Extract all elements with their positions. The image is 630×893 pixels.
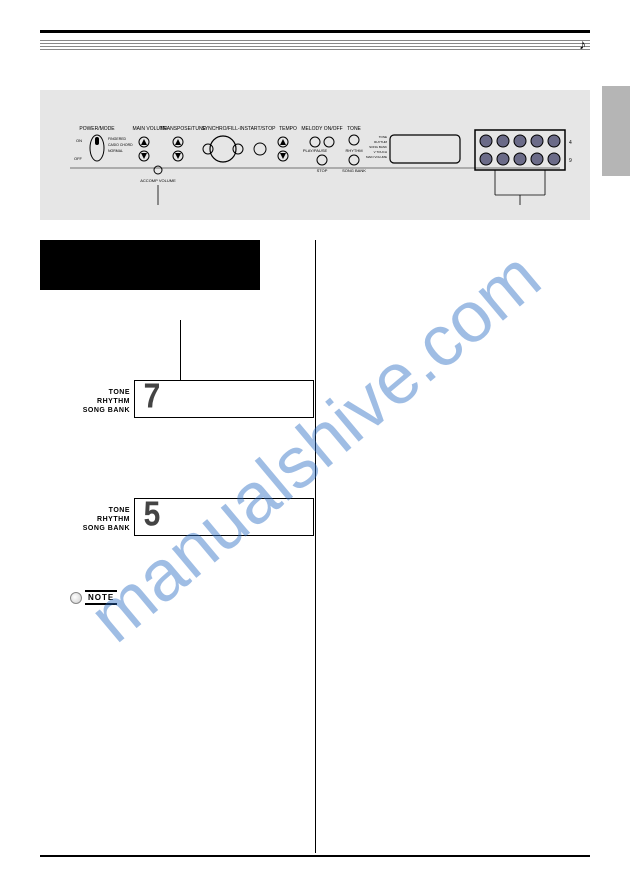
svg-text:RHYTHM: RHYTHM	[374, 140, 387, 144]
header-rule	[40, 30, 590, 33]
section-title-box	[40, 240, 260, 290]
display-example-2: TONE RHYTHM SONG BANK 5	[40, 498, 303, 536]
label-rhythm: RHYTHM	[345, 148, 362, 153]
keypad-row-label-9: 9	[569, 158, 572, 164]
bulb-icon	[70, 592, 82, 604]
label-power-mode: POWER/MODE	[79, 126, 115, 132]
label-tone: TONE	[40, 506, 130, 515]
staff-lines	[40, 40, 590, 52]
label-play-pause: PLAY/PAUSE	[303, 148, 328, 153]
label-synchro: SYNCHRO/FILL-IN	[201, 126, 244, 132]
control-panel-figure: POWER/MODE ON OFF FINGERED CASIO CHORD N…	[40, 90, 590, 220]
label-start-stop: START/STOP	[245, 126, 277, 132]
svg-text:TONE: TONE	[379, 135, 387, 139]
lcd-screen-2: 5	[134, 498, 314, 536]
label-rhythm: RHYTHM	[40, 515, 130, 524]
svg-text:SONG BANK: SONG BANK	[369, 145, 387, 149]
label-song-bank: SONG BANK	[342, 168, 366, 173]
label-on: ON	[76, 138, 82, 143]
display-example-1: TONE RHYTHM SONG BANK 7	[40, 380, 303, 418]
keypad-row-label-4: 4	[569, 140, 572, 146]
svg-text:MAIN VOLUME: MAIN VOLUME	[366, 155, 387, 159]
lcd-screen-1: 7	[134, 380, 314, 418]
left-column: TONE RHYTHM SONG BANK 7 TONE RHYTHM SONG…	[40, 240, 315, 853]
label-tone: TONE	[40, 388, 130, 397]
label-accomp-volume: ACCOMP VOLUME	[140, 178, 176, 183]
note-badge: NOTE	[70, 590, 117, 605]
content-area: TONE RHYTHM SONG BANK 7 TONE RHYTHM SONG…	[40, 240, 590, 853]
lcd-digit: 7	[143, 379, 161, 420]
up-triangle-icon	[141, 139, 147, 145]
footer-rule	[40, 855, 590, 857]
down-triangle-icon	[141, 153, 147, 159]
label-off: OFF	[74, 156, 83, 161]
right-column	[315, 240, 590, 853]
label-tempo: TEMPO	[279, 126, 297, 132]
mode-normal: NORMAL	[108, 149, 123, 153]
svg-text:V TOUCH: V TOUCH	[374, 150, 387, 154]
indicator-pointer-line	[180, 320, 181, 380]
label-song-bank: SONG BANK	[40, 406, 130, 415]
mode-casio-chord: CASIO CHORD	[108, 143, 133, 147]
label-song-bank: SONG BANK	[40, 524, 130, 533]
note-label: NOTE	[85, 590, 117, 605]
display-labels-2: TONE RHYTHM SONG BANK	[40, 506, 130, 533]
page-side-tab	[602, 86, 630, 176]
label-transpose: TRANSPOSE/TUNE	[160, 126, 207, 132]
display-labels-1: TONE RHYTHM SONG BANK	[40, 388, 130, 415]
lcd-digit: 5	[143, 497, 161, 538]
label-melody: MELODY ON/OFF	[301, 126, 342, 132]
label-rhythm: RHYTHM	[40, 397, 130, 406]
label-stop: STOP	[317, 168, 328, 173]
mode-fingered: FINGERED	[108, 137, 127, 141]
music-note-icon: ♪	[579, 36, 586, 52]
label-tone: TONE	[347, 126, 361, 132]
